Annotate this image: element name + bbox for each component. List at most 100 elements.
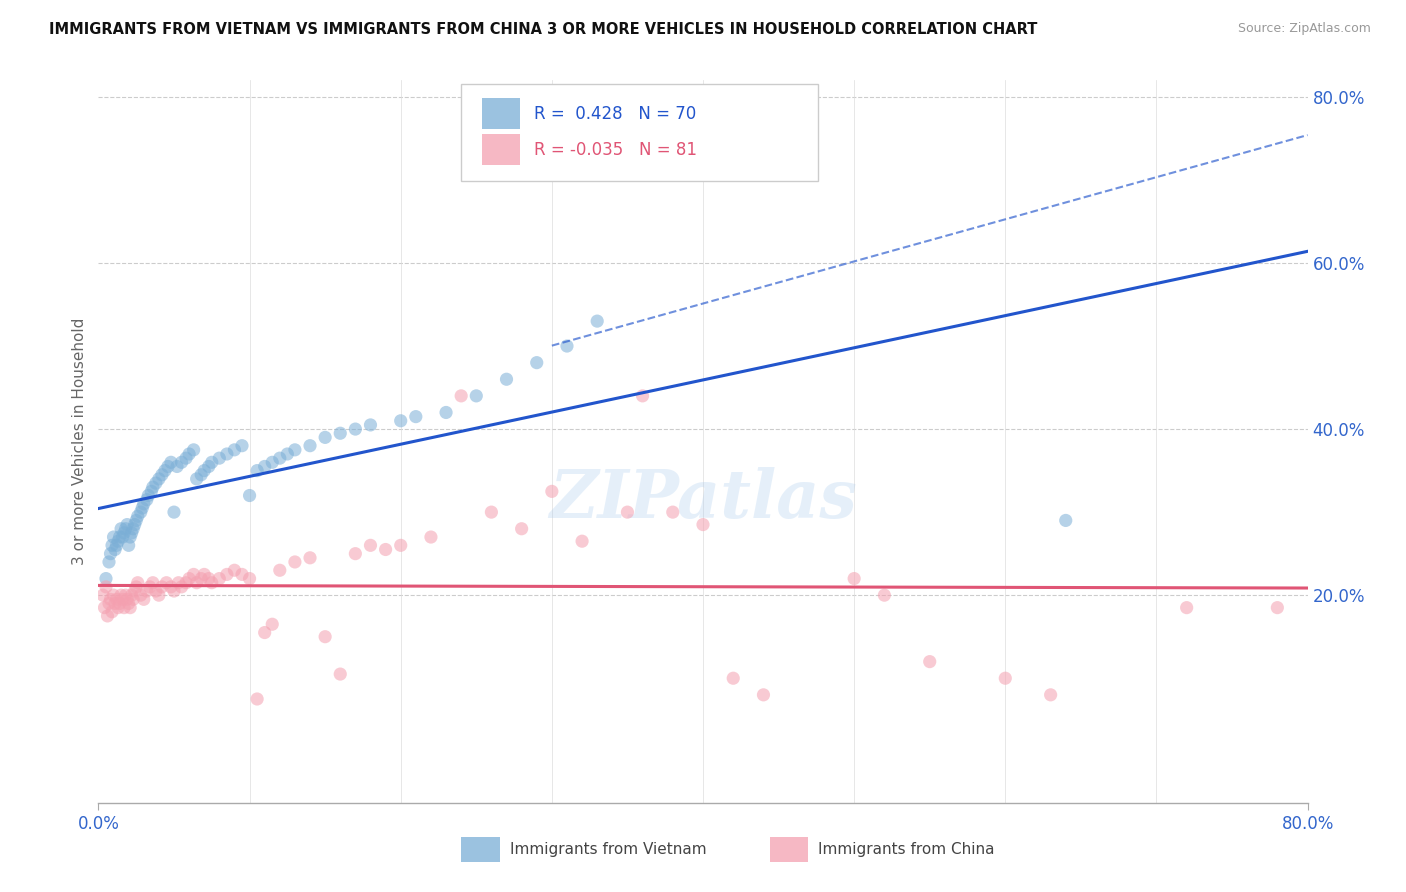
Point	[314, 430, 336, 444]
Point	[107, 600, 129, 615]
Point	[329, 426, 352, 441]
Point	[284, 442, 307, 457]
Point	[114, 588, 136, 602]
Point	[186, 472, 208, 486]
Point	[183, 567, 205, 582]
Point	[163, 584, 186, 599]
Point	[100, 592, 122, 607]
Point	[122, 592, 145, 607]
Point	[129, 505, 152, 519]
Point	[208, 451, 231, 466]
Point	[163, 505, 186, 519]
Point	[121, 525, 143, 540]
Point	[276, 447, 298, 461]
Point	[139, 580, 162, 594]
Point	[231, 567, 253, 582]
Point	[174, 575, 197, 590]
Point	[170, 455, 193, 469]
Point	[555, 339, 578, 353]
FancyBboxPatch shape	[482, 135, 520, 165]
Text: Immigrants from Vietnam: Immigrants from Vietnam	[509, 842, 706, 857]
Point	[114, 522, 136, 536]
Point	[160, 455, 183, 469]
Point	[107, 534, 129, 549]
Point	[246, 692, 269, 706]
Point	[481, 505, 503, 519]
Point	[120, 600, 142, 615]
Point	[450, 389, 472, 403]
Point	[224, 442, 246, 457]
Point	[344, 547, 367, 561]
Point	[262, 455, 284, 469]
Point	[231, 439, 253, 453]
Point	[495, 372, 517, 386]
Point	[93, 600, 115, 615]
Point	[121, 588, 143, 602]
Point	[193, 464, 215, 478]
Point	[360, 538, 382, 552]
Point	[661, 505, 683, 519]
Point	[389, 414, 412, 428]
Point	[269, 451, 291, 466]
Point	[246, 464, 269, 478]
Point	[465, 389, 488, 403]
Point	[142, 480, 165, 494]
Point	[103, 530, 125, 544]
Text: ZIPatlas: ZIPatlas	[550, 467, 856, 532]
Point	[215, 447, 238, 461]
Point	[262, 617, 284, 632]
Point	[136, 489, 159, 503]
Point	[179, 572, 201, 586]
Point	[94, 572, 117, 586]
Point	[115, 517, 138, 532]
Point	[148, 588, 170, 602]
Point	[150, 467, 173, 482]
Point	[197, 572, 219, 586]
Point	[1175, 600, 1198, 615]
Point	[104, 597, 127, 611]
Point	[101, 538, 124, 552]
Point	[208, 572, 231, 586]
Point	[96, 609, 118, 624]
Point	[120, 530, 142, 544]
Point	[190, 572, 212, 586]
Point	[752, 688, 775, 702]
Point	[201, 575, 224, 590]
Point	[844, 572, 866, 586]
Point	[299, 439, 322, 453]
Point	[135, 584, 157, 599]
Point	[148, 472, 170, 486]
Point	[155, 575, 177, 590]
Point	[1039, 688, 1062, 702]
Point	[124, 517, 146, 532]
Point	[269, 563, 291, 577]
Point	[153, 464, 176, 478]
Point	[160, 580, 183, 594]
Point	[1267, 600, 1289, 615]
Point	[692, 517, 714, 532]
Point	[129, 588, 152, 602]
FancyBboxPatch shape	[769, 837, 808, 862]
Point	[132, 592, 155, 607]
Point	[197, 459, 219, 474]
Point	[125, 513, 148, 527]
Point	[167, 575, 190, 590]
Point	[112, 525, 135, 540]
Point	[571, 534, 593, 549]
Point	[118, 538, 141, 552]
Point	[141, 484, 163, 499]
Point	[170, 580, 193, 594]
Point	[420, 530, 443, 544]
Point	[94, 580, 117, 594]
Text: R = -0.035   N = 81: R = -0.035 N = 81	[534, 141, 697, 159]
Point	[434, 405, 457, 419]
Point	[124, 584, 146, 599]
Point	[360, 417, 382, 432]
Point	[127, 575, 149, 590]
Point	[142, 575, 165, 590]
Text: Source: ZipAtlas.com: Source: ZipAtlas.com	[1237, 22, 1371, 36]
Text: Immigrants from China: Immigrants from China	[818, 842, 994, 857]
Point	[224, 563, 246, 577]
Point	[374, 542, 396, 557]
Point	[127, 509, 149, 524]
